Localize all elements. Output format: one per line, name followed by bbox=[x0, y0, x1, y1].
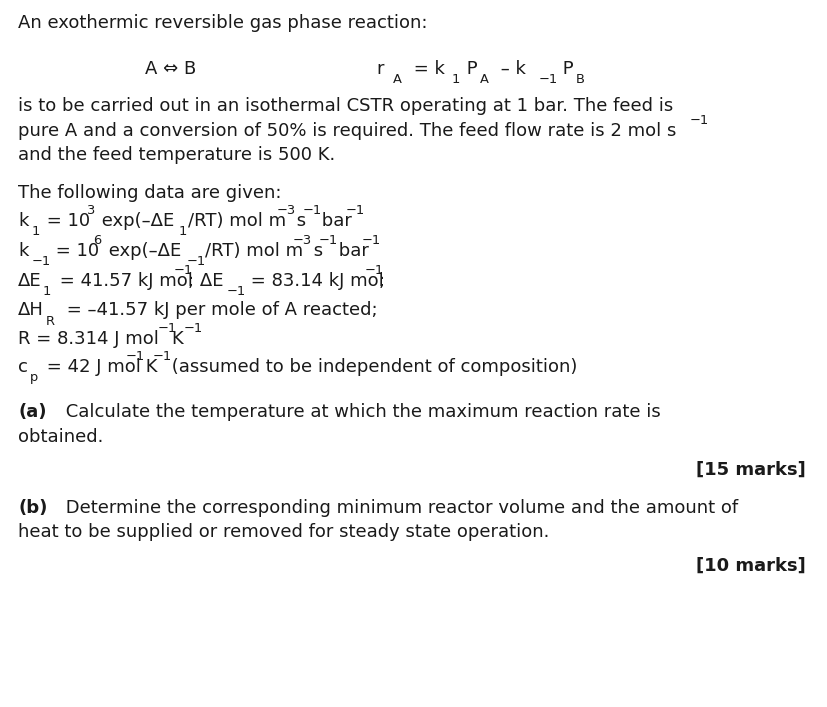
Text: A: A bbox=[393, 74, 402, 86]
Text: ;: ; bbox=[378, 271, 384, 290]
Text: An exothermic reversible gas phase reaction:: An exothermic reversible gas phase react… bbox=[18, 14, 428, 33]
Text: −1: −1 bbox=[227, 285, 246, 298]
Text: 1: 1 bbox=[43, 285, 51, 298]
Text: Determine the corresponding minimum reactor volume and the amount of: Determine the corresponding minimum reac… bbox=[60, 498, 737, 517]
Text: 1: 1 bbox=[451, 74, 459, 86]
Text: −1: −1 bbox=[126, 350, 145, 363]
Text: and the feed temperature is 500 K.: and the feed temperature is 500 K. bbox=[18, 146, 335, 165]
Text: −1: −1 bbox=[174, 264, 193, 276]
Text: The following data are given:: The following data are given: bbox=[18, 184, 281, 202]
Text: −1: −1 bbox=[152, 350, 171, 363]
Text: ΔE: ΔE bbox=[18, 271, 42, 290]
Text: = 41.57 kJ mol: = 41.57 kJ mol bbox=[54, 271, 193, 290]
Text: B: B bbox=[575, 74, 584, 86]
Text: k: k bbox=[18, 242, 29, 260]
Text: R = 8.314 J mol: R = 8.314 J mol bbox=[18, 329, 159, 348]
Text: = 42 J mol: = 42 J mol bbox=[41, 358, 141, 376]
Text: exp(–ΔE: exp(–ΔE bbox=[96, 212, 174, 230]
Text: heat to be supplied or removed for steady state operation.: heat to be supplied or removed for stead… bbox=[18, 523, 549, 542]
Text: = k: = k bbox=[408, 60, 445, 78]
Text: = 10: = 10 bbox=[50, 242, 98, 260]
Text: r: r bbox=[376, 60, 384, 78]
Text: is to be carried out in an isothermal CSTR operating at 1 bar. The feed is: is to be carried out in an isothermal CS… bbox=[18, 97, 672, 115]
Text: K: K bbox=[140, 358, 157, 376]
Text: (assumed to be independent of composition): (assumed to be independent of compositio… bbox=[165, 358, 576, 376]
Text: /RT) mol m: /RT) mol m bbox=[204, 242, 303, 260]
Text: exp(–ΔE: exp(–ΔE bbox=[103, 242, 182, 260]
Text: s: s bbox=[291, 212, 306, 230]
Text: −1: −1 bbox=[302, 204, 321, 217]
Text: −1: −1 bbox=[31, 255, 50, 268]
Text: 1: 1 bbox=[31, 226, 40, 238]
Text: = 10: = 10 bbox=[41, 212, 90, 230]
Text: bar: bar bbox=[316, 212, 351, 230]
Text: c: c bbox=[18, 358, 28, 376]
Text: A: A bbox=[480, 74, 489, 86]
Text: bar: bar bbox=[332, 242, 368, 260]
Text: 1: 1 bbox=[179, 226, 187, 238]
Text: k: k bbox=[18, 212, 29, 230]
Text: −1: −1 bbox=[361, 234, 380, 247]
Text: obtained.: obtained. bbox=[18, 428, 103, 446]
Text: −3: −3 bbox=[276, 204, 295, 217]
Text: (a): (a) bbox=[18, 403, 46, 421]
Text: ΔH: ΔH bbox=[18, 301, 44, 320]
Text: −3: −3 bbox=[293, 234, 312, 247]
Text: Calculate the temperature at which the maximum reaction rate is: Calculate the temperature at which the m… bbox=[60, 403, 660, 421]
Text: −1: −1 bbox=[538, 74, 557, 86]
Text: (b): (b) bbox=[18, 498, 47, 517]
Text: −1: −1 bbox=[318, 234, 337, 247]
Text: = –41.57 kJ per mole of A reacted;: = –41.57 kJ per mole of A reacted; bbox=[61, 301, 377, 320]
Text: −1: −1 bbox=[689, 114, 708, 127]
Text: p: p bbox=[30, 371, 38, 384]
Text: P: P bbox=[461, 60, 477, 78]
Text: = 83.14 kJ mol: = 83.14 kJ mol bbox=[245, 271, 384, 290]
Text: −1: −1 bbox=[364, 264, 383, 276]
Text: pure A and a conversion of 50% is required. The feed flow rate is 2 mol s: pure A and a conversion of 50% is requir… bbox=[18, 122, 676, 140]
Text: R: R bbox=[45, 315, 55, 327]
Text: /RT) mol m: /RT) mol m bbox=[188, 212, 286, 230]
Text: −1: −1 bbox=[157, 322, 176, 334]
Text: −1: −1 bbox=[186, 255, 205, 268]
Text: −1: −1 bbox=[184, 322, 203, 334]
Text: ; ΔE: ; ΔE bbox=[188, 271, 223, 290]
Text: 6: 6 bbox=[93, 234, 102, 247]
Text: [15 marks]: [15 marks] bbox=[695, 461, 805, 479]
Text: A ⇔ B: A ⇔ B bbox=[145, 60, 196, 78]
Text: 3: 3 bbox=[86, 204, 94, 217]
Text: [10 marks]: [10 marks] bbox=[695, 556, 805, 575]
Text: – k: – k bbox=[495, 60, 525, 78]
Text: P: P bbox=[557, 60, 573, 78]
Text: K: K bbox=[171, 329, 183, 348]
Text: −1: −1 bbox=[345, 204, 364, 217]
Text: s: s bbox=[308, 242, 323, 260]
